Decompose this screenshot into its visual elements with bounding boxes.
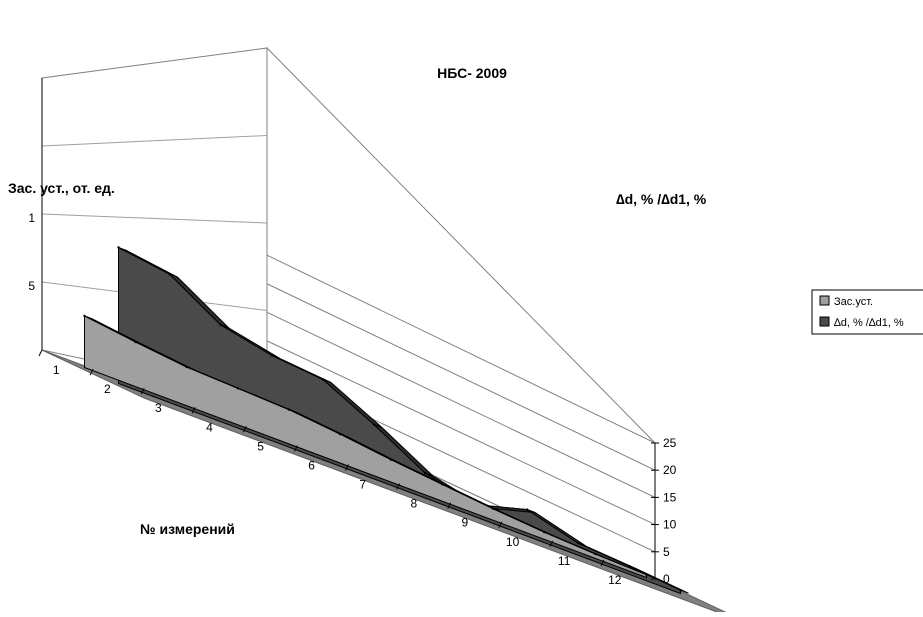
data-point <box>423 471 427 475</box>
category-tick <box>396 483 401 490</box>
data-point <box>236 387 239 390</box>
legend-swatch-delta-d <box>819 316 830 327</box>
category-tick <box>600 559 605 567</box>
category-tick-label: 12 <box>608 573 622 587</box>
data-point <box>645 573 648 576</box>
category-tick-label: 7 <box>359 478 366 492</box>
data-point <box>321 378 325 381</box>
category-tick <box>549 540 554 548</box>
category-tick-label: 10 <box>506 535 520 549</box>
data-point <box>270 354 273 357</box>
category-tick <box>140 387 145 395</box>
left-tick-label: 5 <box>28 279 35 293</box>
category-tick-label: 11 <box>558 554 571 568</box>
category-tick-label: 3 <box>155 401 162 415</box>
category-tick <box>242 426 247 433</box>
category-tick-label: 2 <box>104 382 111 396</box>
legend-swatch-zas-ust <box>819 295 830 306</box>
gridline <box>266 254 656 444</box>
data-point <box>83 314 86 318</box>
right-tick-label: 25 <box>663 436 677 450</box>
category-tick <box>191 407 196 414</box>
gridline <box>41 213 268 224</box>
left-tick-label: 1 <box>28 211 35 225</box>
category-tick-label: 9 <box>462 516 469 530</box>
data-point <box>185 365 188 369</box>
category-tick <box>89 368 94 376</box>
right-axis-label: ∆d, % /∆d1, % <box>616 191 707 207</box>
category-tick-label: 6 <box>308 458 315 472</box>
category-tick-label: 5 <box>257 439 264 453</box>
data-point <box>526 508 529 511</box>
category-tick <box>447 502 452 509</box>
category-tick <box>293 445 298 452</box>
right-tick-label: 0 <box>663 572 670 586</box>
x-axis-label: № измерений <box>140 521 235 537</box>
data-point <box>117 246 120 249</box>
data-point <box>168 273 171 276</box>
data-point <box>577 542 580 545</box>
data-point <box>594 552 597 556</box>
data-point <box>389 458 393 461</box>
data-point <box>372 423 376 426</box>
gridline <box>266 311 656 498</box>
series-ribbons <box>83 246 689 595</box>
legend-box <box>811 289 923 335</box>
series-segment <box>629 565 689 594</box>
gridline <box>266 340 656 526</box>
data-point <box>440 483 444 486</box>
gridline <box>266 283 656 471</box>
category-tick-label: 8 <box>410 497 417 511</box>
legend-label: Зас.уст. <box>834 296 873 308</box>
gridline <box>41 135 268 147</box>
right-tick-label: 20 <box>663 463 677 477</box>
data-point <box>219 323 222 327</box>
right-tick-label: 10 <box>663 518 677 532</box>
category-tick-label: 1 <box>53 363 60 377</box>
data-point <box>287 408 291 411</box>
left-axis-label: Зас. уст., от. ед. <box>8 180 115 196</box>
right-tick-label: 15 <box>663 490 677 504</box>
chart-title: НБС- 2009 <box>437 65 507 81</box>
category-tick <box>38 349 43 357</box>
data-point <box>543 531 546 534</box>
legend: Зас.уст. ∆d, % /∆d1, % <box>811 289 923 335</box>
category-tick-label: 4 <box>206 420 213 434</box>
category-tick <box>345 464 349 471</box>
data-point <box>492 507 495 510</box>
legend-label: ∆d, % /∆d1, % <box>834 317 904 329</box>
data-point <box>134 340 137 344</box>
category-tick <box>498 521 503 528</box>
right-tick-label: 5 <box>663 545 670 559</box>
data-point <box>338 432 342 436</box>
data-point <box>679 589 682 592</box>
